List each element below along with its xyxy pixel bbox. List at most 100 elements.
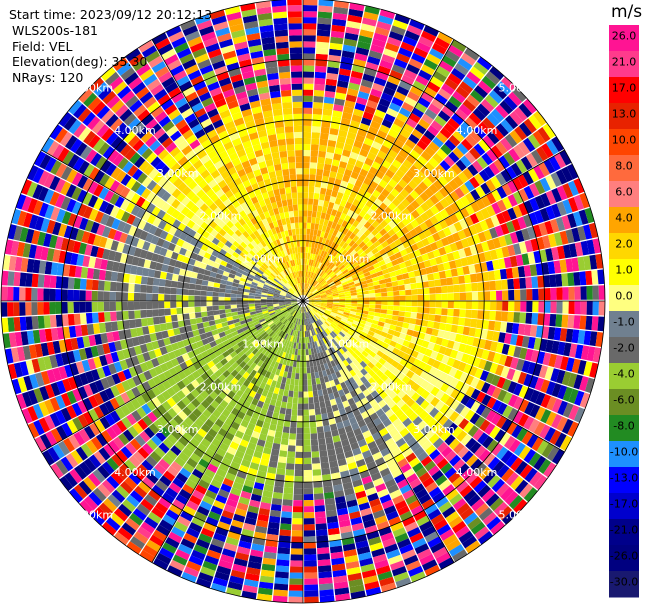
velocity-gate (320, 462, 330, 470)
velocity-gate (501, 210, 512, 223)
velocity-gate (269, 515, 281, 524)
velocity-gate (392, 285, 400, 292)
velocity-gate (337, 80, 349, 89)
velocity-gate (194, 290, 201, 296)
velocity-gate (418, 332, 426, 340)
velocity-gate (417, 288, 424, 295)
velocity-gate (225, 536, 239, 546)
velocity-gate (306, 355, 310, 362)
velocity-gate (350, 270, 357, 277)
velocity-gate (527, 362, 537, 375)
velocity-gate (67, 314, 75, 326)
velocity-gate (193, 432, 204, 443)
velocity-gate (267, 345, 274, 352)
velocity-gate (496, 290, 503, 301)
velocity-gate (505, 472, 519, 486)
velocity-gate (319, 138, 328, 146)
velocity-gate (290, 554, 303, 561)
velocity-gate (335, 141, 345, 150)
velocity-gate (499, 432, 511, 446)
velocity-gate (393, 264, 401, 271)
velocity-gate (392, 527, 407, 538)
velocity-gate (206, 549, 221, 560)
velocity-gate (359, 251, 367, 259)
velocity-gate (366, 461, 377, 470)
velocity-gate (243, 379, 251, 388)
velocity-gate (233, 558, 248, 567)
velocity-gate (152, 375, 162, 386)
velocity-gate (281, 345, 286, 352)
velocity-gate (222, 325, 230, 332)
velocity-gate (195, 394, 205, 404)
velocity-gate (212, 291, 219, 297)
velocity-gate (356, 288, 363, 293)
velocity-gate (334, 279, 341, 285)
velocity-gate (270, 353, 276, 361)
velocity-gate (497, 402, 508, 415)
velocity-gate (272, 412, 280, 420)
velocity-gate (155, 524, 171, 537)
velocity-gate (444, 347, 453, 357)
velocity-gate (44, 261, 53, 275)
velocity-gate (280, 444, 288, 452)
velocity-gate (352, 320, 360, 326)
velocity-gate (482, 435, 494, 449)
velocity-gate (591, 270, 599, 285)
velocity-gate (447, 285, 454, 293)
velocity-gate (314, 353, 319, 360)
velocity-gate (453, 221, 463, 232)
velocity-gate (509, 255, 518, 268)
velocity-gate (314, 511, 326, 519)
velocity-gate (459, 372, 469, 383)
velocity-gate (200, 301, 207, 307)
velocity-gate (52, 340, 61, 354)
velocity-gate (315, 359, 321, 366)
velocity-gate (409, 85, 423, 97)
velocity-gate (420, 389, 430, 400)
velocity-gate (242, 346, 250, 354)
velocity-gate (276, 286, 282, 290)
velocity-gate (320, 294, 327, 298)
velocity-gate (230, 369, 239, 378)
velocity-gate (375, 224, 384, 232)
velocity-gate (14, 256, 23, 272)
velocity-gate (442, 418, 454, 430)
velocity-gate (489, 362, 499, 374)
velocity-gate (373, 280, 380, 286)
velocity-gate (342, 269, 349, 275)
velocity-gate (317, 333, 323, 340)
velocity-gate (364, 337, 371, 344)
velocity-gate (314, 371, 320, 379)
velocity-gate (322, 388, 328, 396)
velocity-gate (46, 341, 55, 355)
velocity-gate (298, 324, 301, 331)
velocity-gate (309, 317, 313, 324)
velocity-gate (307, 292, 312, 297)
velocity-gate (357, 297, 364, 301)
velocity-gate (296, 355, 301, 362)
velocity-gate (320, 324, 326, 331)
velocity-gate (342, 419, 351, 428)
velocity-gate (387, 266, 395, 273)
velocity-gate (406, 154, 417, 165)
velocity-gate (408, 271, 416, 278)
velocity-gate (383, 395, 392, 404)
velocity-gate (60, 456, 74, 472)
velocity-gate (16, 393, 27, 410)
velocity-gate (368, 244, 377, 251)
velocity-gate (488, 90, 503, 104)
velocity-gate (115, 170, 127, 183)
velocity-gate (148, 423, 160, 435)
velocity-gate (366, 530, 380, 540)
velocity-gate (402, 447, 414, 458)
velocity-gate (280, 306, 287, 310)
velocity-gate (322, 169, 331, 177)
velocity-gate (306, 283, 310, 290)
velocity-gate (415, 275, 423, 283)
velocity-gate (359, 360, 368, 369)
velocity-gate (151, 397, 162, 408)
velocity-gate (446, 252, 455, 262)
velocity-gate (147, 243, 157, 253)
velocity-gate (128, 310, 135, 320)
velocity-gate (66, 405, 77, 419)
